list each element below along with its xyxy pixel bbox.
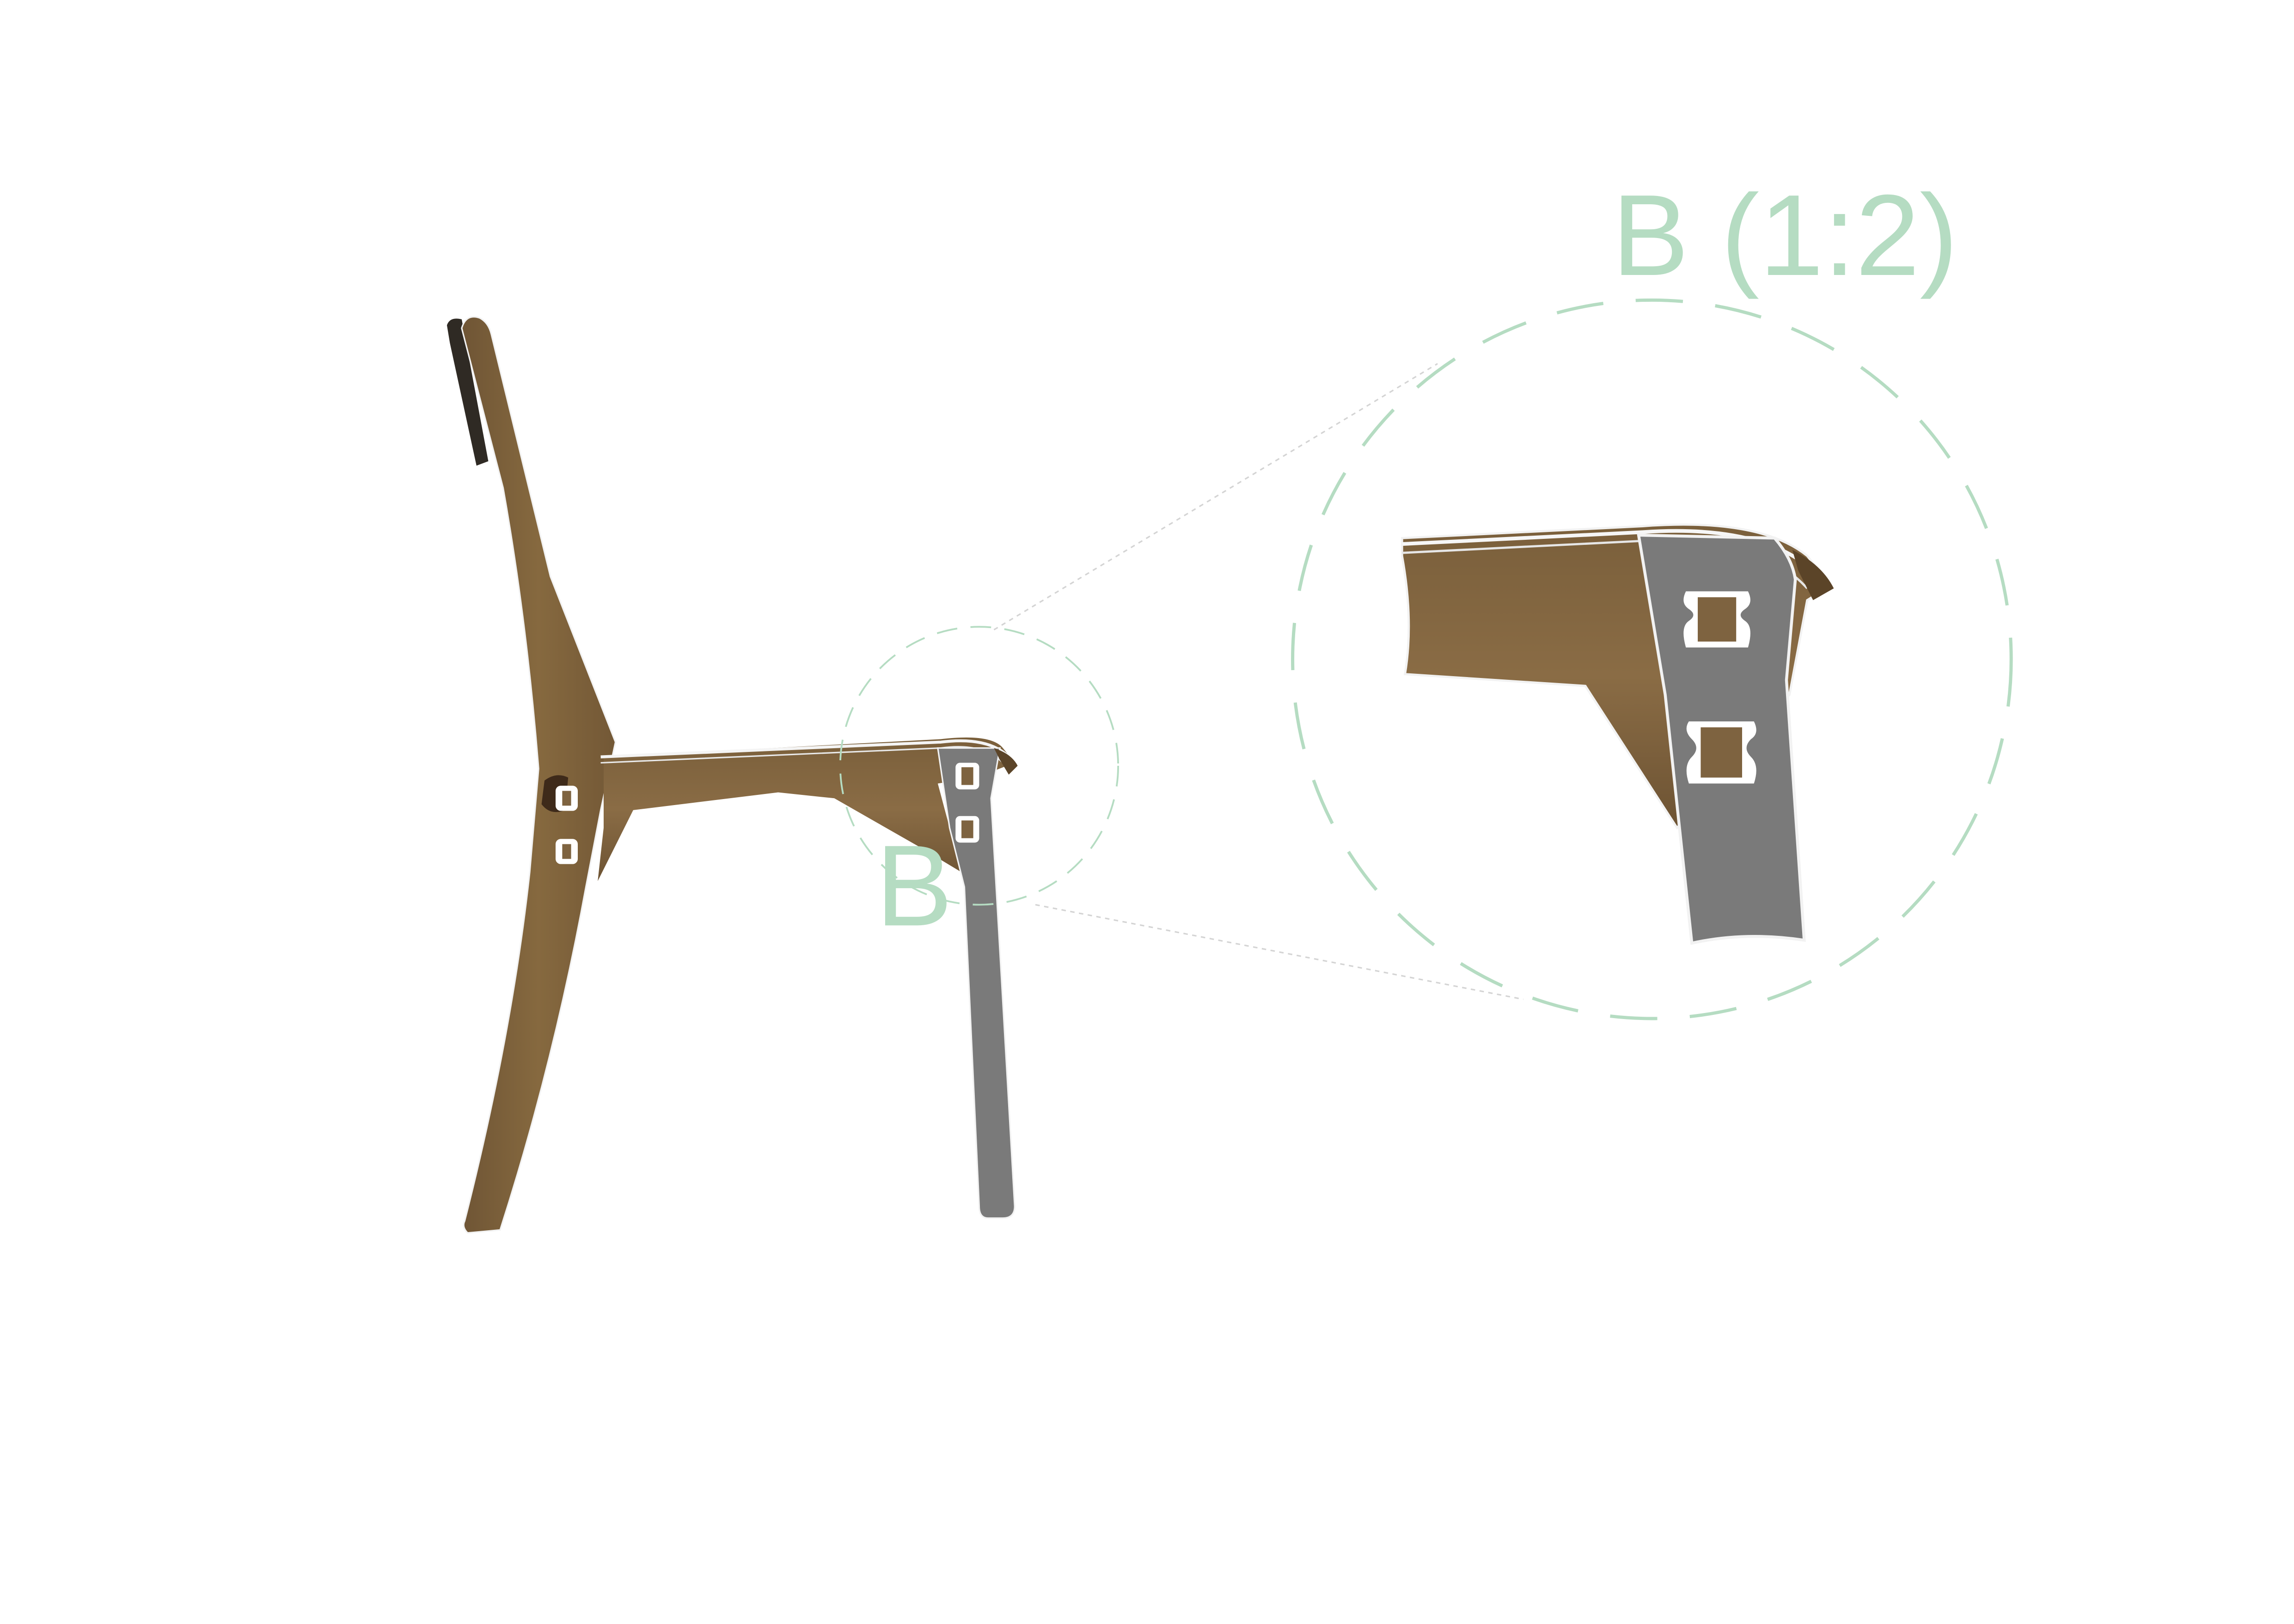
detail-view-title: B (1:2) (1612, 171, 1958, 299)
front-leg-steel (937, 747, 1015, 1219)
leader-lines (993, 363, 1523, 1000)
detail-view-circle (1291, 298, 2013, 1020)
detail-view: B (1:2) (1291, 171, 2013, 1020)
detail-marker: B (839, 626, 1119, 950)
rear-leg-backrest (461, 316, 617, 1234)
seat-lip (994, 748, 1018, 775)
detail-slots (1683, 591, 1756, 784)
backrest-pad (447, 318, 489, 466)
chair-side-view (447, 316, 1018, 1234)
front-slots (955, 763, 979, 843)
detail-seat-lip (1792, 549, 1834, 600)
detail-marker-label: B (876, 821, 953, 950)
seat-apron (598, 737, 1015, 881)
detail-marker-circle (839, 626, 1119, 906)
rear-slots (556, 786, 578, 864)
